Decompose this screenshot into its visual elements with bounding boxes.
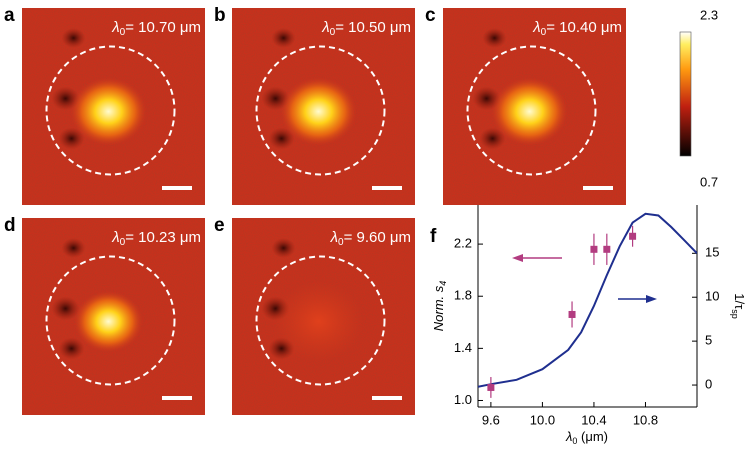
x-axis-label: λ0 (μm): [565, 429, 608, 446]
dark-spot: [479, 127, 506, 150]
y-tick-label: 2.2: [454, 236, 472, 251]
panel-letter: d: [4, 215, 16, 236]
dark-spot: [58, 337, 85, 360]
bright-spot: [74, 290, 143, 353]
data-point: [590, 245, 598, 253]
symbol: λ: [321, 19, 329, 36]
scale-bar: [372, 186, 402, 190]
panel-letter: a: [4, 5, 15, 26]
y2-tick-label: 15: [705, 245, 719, 260]
arrow-head: [646, 295, 657, 303]
value-text: = 9.60 μm: [344, 229, 411, 246]
dark-spot: [61, 238, 86, 258]
scale-bar: [162, 186, 192, 190]
data-point: [629, 232, 637, 240]
wavelength-label: λ0= 10.40 μm: [532, 19, 622, 38]
x-tick-label: 10.4: [581, 412, 606, 427]
dashed-circle: [45, 255, 176, 386]
bright-spot: [280, 77, 357, 146]
dark-spot: [271, 28, 296, 48]
arrow-head: [512, 254, 523, 262]
scale-bar: [372, 396, 402, 400]
y2-tick-label: 0: [705, 376, 712, 391]
dashed-circle: [255, 255, 386, 386]
symbol: λ: [111, 229, 119, 246]
data-point: [603, 245, 611, 253]
dashed-circle: [45, 45, 176, 176]
dark-spot: [51, 296, 80, 321]
data-point: [568, 310, 576, 318]
y2-tick-label: 5: [705, 333, 712, 348]
symbol: λ: [330, 229, 338, 246]
dashed-circle: [255, 45, 386, 176]
panel-letter: b: [214, 5, 226, 26]
colorbar-gradient: [679, 31, 692, 157]
subscript: 0: [120, 237, 126, 248]
colorbar: 2.3 0.7: [679, 7, 718, 189]
subscript: 0: [338, 237, 344, 248]
x-tick-label: 9.6: [482, 412, 500, 427]
scale-bar: [583, 186, 613, 190]
panel-letter: e: [214, 215, 225, 236]
value-text: = 10.70 μm: [125, 19, 201, 36]
value-text: = 10.23 μm: [125, 229, 201, 246]
curve: [478, 212, 697, 388]
chart: f λ0 (μm) Norm. s4 1/τsp 9.6 10.0 10.4 10.8…: [430, 205, 747, 446]
wavelength-label: λ0= 10.70 μm: [111, 19, 201, 38]
symbol: λ: [532, 19, 540, 36]
subscript: 0: [541, 27, 547, 38]
wavelength-label: λ0= 9.60 μm: [330, 229, 411, 248]
panel-letter: c: [425, 5, 436, 26]
wavelength-label: λ0= 10.23 μm: [111, 229, 201, 248]
dashed-circle: [466, 45, 597, 176]
y-tick-label: 1.8: [454, 288, 472, 303]
scale-bar: [162, 396, 192, 400]
dark-spot: [61, 28, 86, 48]
y-tick-label: 1.0: [454, 392, 472, 407]
x-tick-label: 10.0: [530, 412, 555, 427]
bright-spot: [70, 77, 147, 146]
subscript: 0: [330, 27, 336, 38]
dark-spot: [268, 127, 295, 150]
y2-axis-label: 1/τsp: [730, 293, 747, 319]
bright-spot: [491, 77, 568, 146]
symbol: λ: [111, 19, 119, 36]
faint-spot: [273, 281, 364, 362]
x-tick-label: 10.8: [633, 412, 658, 427]
wavelength-label: λ0= 10.50 μm: [321, 19, 411, 38]
value-text: = 10.40 μm: [546, 19, 622, 36]
data-point: [487, 383, 495, 391]
panel-letter: f: [430, 226, 437, 247]
dark-spot: [58, 127, 85, 150]
colorbar-min: 0.7: [700, 174, 718, 189]
dark-spot: [271, 238, 296, 258]
value-text: = 10.50 μm: [335, 19, 411, 36]
dark-spot: [482, 28, 507, 48]
subscript: 0: [120, 27, 126, 38]
y-axis-label: Norm. s4: [431, 281, 448, 332]
y2-tick-label: 10: [705, 289, 719, 304]
colorbar-max: 2.3: [700, 7, 718, 22]
y-tick-label: 1.4: [454, 340, 472, 355]
